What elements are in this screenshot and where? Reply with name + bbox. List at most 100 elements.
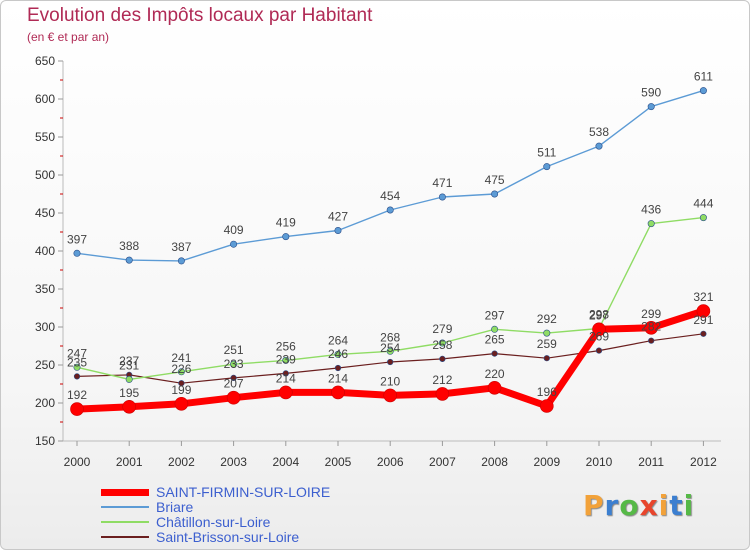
data-label: 475 (485, 173, 505, 187)
y-tick-label: 450 (35, 206, 55, 220)
data-label: 226 (171, 362, 191, 376)
data-point (73, 249, 81, 257)
data-point (648, 337, 655, 344)
y-tick-label: 550 (35, 130, 55, 144)
y-tick-label: 400 (35, 244, 55, 258)
y-tick-label: 150 (35, 434, 55, 448)
data-label: 268 (380, 330, 400, 344)
data-label: 321 (693, 290, 713, 304)
data-label: 282 (641, 320, 661, 334)
legend-item-briare: Briare (101, 499, 361, 515)
data-point (595, 347, 603, 354)
data-point (122, 399, 136, 414)
data-point (230, 360, 238, 368)
proxiti-logo: Proxiti (583, 489, 694, 522)
data-point (487, 380, 502, 395)
data-point (592, 322, 606, 337)
data-label: 251 (224, 343, 244, 357)
logo-letter: t (669, 489, 684, 522)
data-point (70, 402, 84, 416)
data-label: 511 (537, 146, 556, 160)
data-label: 235 (67, 355, 87, 369)
data-point (73, 373, 81, 380)
logo-letter: r (604, 489, 620, 522)
data-point (282, 356, 290, 364)
logo-letter: P (583, 489, 605, 522)
x-tick-label: 2007 (429, 455, 456, 469)
data-point (278, 385, 293, 400)
data-label: 254 (380, 341, 400, 355)
data-label: 291 (693, 313, 713, 327)
logo-letter: i (683, 489, 695, 522)
x-tick-label: 2002 (168, 455, 195, 469)
data-label: 196 (537, 385, 557, 399)
data-point (334, 364, 342, 372)
legend-swatch (101, 521, 149, 523)
data-point (543, 329, 551, 337)
data-label: 471 (432, 176, 452, 190)
data-point (178, 380, 185, 387)
data-point (539, 399, 554, 413)
legend-item-chatillon: Châtillon-sur-Loire (101, 514, 361, 530)
x-tick-label: 2009 (533, 455, 560, 469)
data-label: 279 (432, 322, 452, 336)
data-point (383, 388, 398, 403)
data-point (438, 339, 446, 347)
chart-title: Evolution des Impôts locaux par Habitant (27, 5, 373, 26)
data-label: 299 (641, 307, 661, 321)
x-tick-label: 2011 (638, 455, 664, 469)
data-point (435, 387, 450, 401)
data-point (543, 163, 551, 171)
y-tick-label: 350 (35, 282, 55, 296)
y-tick-label: 250 (35, 358, 55, 372)
series-line (76, 89, 705, 262)
data-point (386, 347, 394, 355)
data-label: 241 (171, 351, 191, 365)
data-label: 207 (224, 377, 244, 391)
logo-letter: i (658, 489, 670, 522)
data-label: 436 (641, 203, 661, 217)
data-label: 239 (276, 352, 296, 366)
x-tick-label: 2010 (586, 455, 613, 469)
data-label: 297 (485, 308, 505, 322)
legend-label: SAINT-FIRMIN-SUR-LOIRE (156, 484, 331, 500)
data-label: 210 (380, 374, 400, 388)
data-point (73, 363, 81, 371)
x-tick-label: 2005 (325, 455, 352, 469)
x-tick-label: 2000 (64, 455, 91, 469)
data-label: 214 (328, 371, 348, 385)
data-label: 397 (67, 232, 87, 246)
data-label: 214 (276, 371, 296, 385)
data-point (174, 396, 189, 411)
data-label: 192 (67, 388, 87, 402)
data-point (230, 374, 237, 382)
data-label: 237 (119, 354, 139, 368)
data-point (491, 190, 499, 198)
data-label: 231 (119, 358, 139, 372)
legend-swatch (101, 536, 149, 538)
data-label: 444 (693, 197, 713, 211)
data-point (439, 355, 446, 363)
legend-label: Châtillon-sur-Loire (156, 514, 271, 530)
data-label: 419 (276, 216, 296, 230)
data-label: 233 (224, 357, 244, 371)
legend: SAINT-FIRMIN-SUR-LOIRE Briare Châtillon-… (101, 484, 361, 545)
data-label: 409 (224, 223, 244, 237)
data-point (647, 103, 655, 111)
y-tick-label: 300 (35, 320, 55, 334)
data-label: 269 (589, 330, 609, 344)
data-point (699, 214, 707, 222)
x-tick-label: 2001 (116, 455, 143, 469)
data-label: 258 (432, 338, 452, 352)
line-chart: 150 200 250 300 350 400 450 500 550 600 650 2000 200… (35, 54, 721, 469)
data-label: 297 (589, 308, 609, 322)
legend-label: Briare (156, 499, 194, 515)
data-point (387, 358, 394, 366)
data-label: 195 (119, 386, 139, 400)
data-label: 387 (171, 240, 191, 254)
data-point (543, 355, 550, 362)
logo-letter: o (619, 489, 640, 522)
data-point (491, 325, 499, 333)
series-layer (70, 87, 711, 416)
data-point (177, 257, 185, 265)
